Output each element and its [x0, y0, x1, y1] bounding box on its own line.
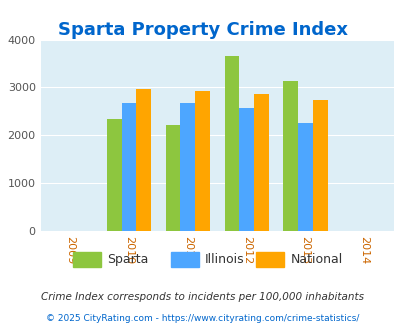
Bar: [239, 108, 254, 231]
Bar: [121, 103, 136, 231]
Bar: [297, 123, 312, 231]
Bar: [136, 89, 151, 231]
Bar: [224, 56, 239, 231]
Bar: [283, 81, 297, 231]
Bar: [312, 100, 327, 231]
Text: Crime Index corresponds to incidents per 100,000 inhabitants: Crime Index corresponds to incidents per…: [41, 292, 364, 302]
Text: © 2025 CityRating.com - https://www.cityrating.com/crime-statistics/: © 2025 CityRating.com - https://www.city…: [46, 314, 359, 323]
Text: National: National: [290, 253, 342, 266]
Text: Illinois: Illinois: [205, 253, 244, 266]
Bar: [165, 125, 180, 231]
Text: Sparta Property Crime Index: Sparta Property Crime Index: [58, 21, 347, 40]
Bar: [180, 103, 195, 231]
Bar: [195, 91, 209, 231]
Bar: [254, 94, 268, 231]
Text: Sparta: Sparta: [107, 253, 149, 266]
Bar: [107, 119, 121, 231]
